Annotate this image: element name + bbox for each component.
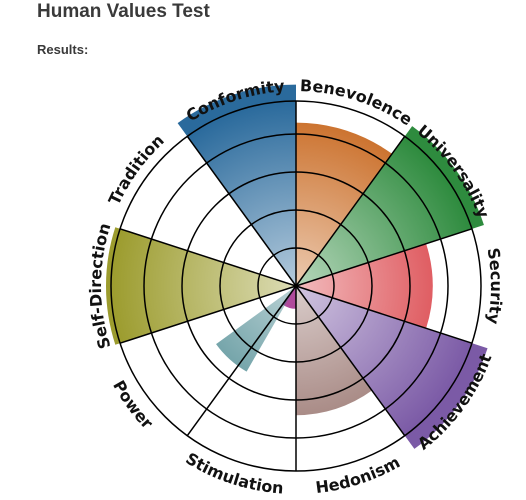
grid-spoke: [186, 285, 297, 437]
grid-spoke: [186, 135, 297, 287]
grid-spoke: [295, 285, 473, 344]
grid-spoke: [295, 285, 406, 437]
page-title: Human Values Test: [37, 1, 210, 22]
grid-spoke: [119, 228, 297, 287]
extra-slice: [216, 286, 296, 372]
grid-spoke: [295, 135, 406, 287]
grid-spoke: [119, 285, 297, 344]
slice-self-direction: [106, 227, 296, 345]
slice-conformity: [177, 84, 296, 286]
grid-spoke: [295, 228, 473, 287]
results-label: Results:: [37, 42, 89, 57]
slice-security: [296, 243, 433, 329]
label-security: Security: [483, 246, 506, 326]
slice-benevolence: [296, 122, 393, 286]
slice-achievement: [296, 286, 488, 449]
